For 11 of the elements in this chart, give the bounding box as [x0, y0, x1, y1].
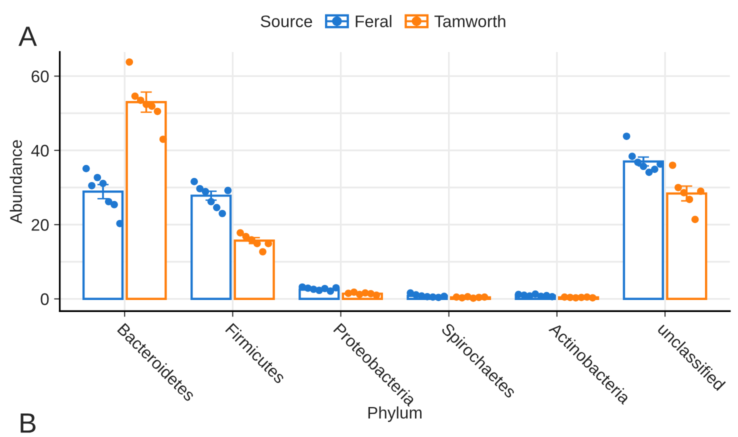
- y-tick-label: 0: [40, 293, 49, 306]
- y-tick-label: 20: [32, 219, 49, 231]
- text: A: [18, 26, 37, 46]
- text: B: [20, 414, 36, 433]
- x-axis-title: Phylum: [368, 406, 422, 422]
- y-tick-label: 40: [31, 144, 49, 157]
- legend-title: Source: [260, 15, 312, 28]
- y-tick-label: 60: [32, 70, 49, 82]
- legend-label: Tamworth: [434, 15, 506, 28]
- legend-label: Feral: [356, 15, 392, 28]
- y-axis-title: Abundance: [10, 140, 22, 224]
